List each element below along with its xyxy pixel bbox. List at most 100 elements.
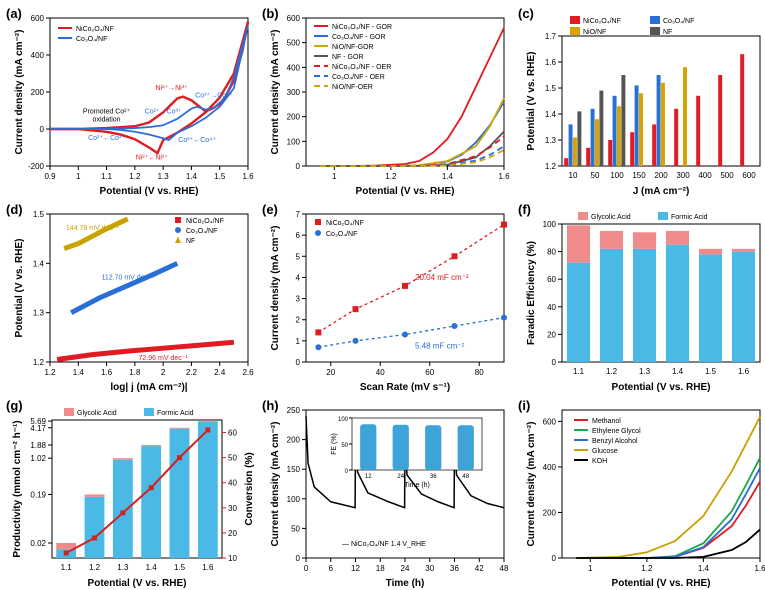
svg-text:NiCo₂O₄/NF: NiCo₂O₄/NF [326,220,364,227]
svg-text:2: 2 [296,316,301,325]
svg-text:Potential (V vs. RHE): Potential (V vs. RHE) [100,186,199,196]
svg-text:400: 400 [543,463,557,472]
svg-text:1.4: 1.4 [73,368,85,377]
svg-text:0: 0 [552,554,557,563]
svg-text:NiO/NF-GOR: NiO/NF-GOR [332,44,374,51]
svg-text:400: 400 [31,51,45,60]
svg-text:1.6: 1.6 [545,58,557,67]
svg-text:NF - GOR: NF - GOR [332,54,364,61]
svg-text:6: 6 [296,231,301,240]
svg-text:Potential (V vs. RHE): Potential (V vs. RHE) [88,578,187,588]
svg-text:40: 40 [228,479,237,488]
panel-d-svg: 1.21.41.61.822.22.42.61.21.31.41.5log| j… [6,202,256,392]
svg-text:48: 48 [462,474,469,480]
svg-text:— NiCo₂O₄/NF 1.4 V_RHE: — NiCo₂O₄/NF 1.4 V_RHE [342,541,426,548]
panel-i-svg: 11.21.41.60200400600Potential (V vs. RHE… [518,398,765,588]
svg-text:0: 0 [345,469,349,475]
svg-text:2.6: 2.6 [242,368,254,377]
svg-text:Faradic Efficiency (%): Faradic Efficiency (%) [526,241,537,345]
svg-text:5.48 mF cm⁻²: 5.48 mF cm⁻² [415,342,464,351]
svg-text:Current density (mA cm⁻²): Current density (mA cm⁻²) [270,422,281,547]
svg-text:150: 150 [287,465,301,474]
svg-text:1.4: 1.4 [698,564,710,573]
svg-text:60: 60 [425,368,434,377]
svg-text:1.3: 1.3 [117,563,129,572]
svg-text:112.70 mV dec⁻¹: 112.70 mV dec⁻¹ [101,275,154,282]
svg-text:1.2: 1.2 [385,172,397,181]
svg-text:200: 200 [654,171,668,180]
panel-g: (g) 0.020.191.021.884.175.69102030405060… [4,396,258,590]
panel-a-label: (a) [6,6,22,21]
panel-d-label: (d) [6,202,23,217]
svg-text:NiCo₂O₄/NF: NiCo₂O₄/NF [583,18,621,25]
svg-text:150: 150 [632,171,646,180]
svg-text:2: 2 [161,368,166,377]
svg-text:50: 50 [591,171,600,180]
svg-text:NF: NF [663,29,672,36]
svg-text:Current density (mA cm⁻²): Current density (mA cm⁻²) [270,226,281,351]
svg-text:NiCo₂O₄/NF: NiCo₂O₄/NF [186,218,224,225]
svg-text:NF: NF [186,238,195,245]
svg-text:1.5: 1.5 [545,84,557,93]
svg-text:1.2: 1.2 [545,162,557,171]
svg-text:1.3: 1.3 [158,172,170,181]
svg-text:300: 300 [287,88,301,97]
svg-text:1.2: 1.2 [606,367,618,376]
svg-text:Potential (V vs. RHE): Potential (V vs. RHE) [526,52,537,151]
panel-e-label: (e) [262,202,278,217]
svg-text:1.4: 1.4 [545,110,557,119]
panel-i: (i) 11.21.41.60200400600Potential (V vs.… [516,396,765,590]
svg-text:24: 24 [397,474,404,480]
svg-text:600: 600 [742,171,756,180]
svg-text:1.1: 1.1 [101,172,113,181]
svg-text:Co³⁺→Co⁴⁺: Co³⁺→Co⁴⁺ [195,93,233,100]
svg-text:200: 200 [31,88,45,97]
svg-text:1.3: 1.3 [545,136,557,145]
svg-text:10: 10 [228,554,237,563]
svg-text:Co₃O₄/NF - OER: Co₃O₄/NF - OER [332,74,385,81]
svg-text:10: 10 [569,171,578,180]
svg-text:NiO/NF: NiO/NF [583,29,606,36]
svg-text:1.2: 1.2 [33,358,45,367]
svg-text:Co²⁺←Co³⁺: Co²⁺←Co³⁺ [88,135,125,142]
svg-text:1.2: 1.2 [44,368,56,377]
svg-text:Current density (mA cm⁻²): Current density (mA cm⁻²) [270,30,281,155]
svg-text:1.5: 1.5 [705,367,717,376]
svg-text:1.5: 1.5 [214,172,226,181]
svg-text:200: 200 [543,508,557,517]
panel-e: (e) 2040608001234567Scan Rate (mV s⁻¹)Cu… [260,200,514,394]
svg-text:50: 50 [341,443,348,449]
svg-text:Potential (V vs. RHE): Potential (V vs. RHE) [14,239,25,338]
svg-text:144.78 mV dec⁻¹: 144.78 mV dec⁻¹ [66,225,120,232]
panel-a-svg: 0.911.11.21.31.41.51.6-2000200400600Pote… [6,6,256,196]
svg-text:1.4: 1.4 [672,367,684,376]
svg-text:1.2: 1.2 [89,563,101,572]
svg-text:1.88: 1.88 [30,441,46,450]
svg-text:0.02: 0.02 [30,539,46,548]
svg-text:100: 100 [338,417,349,423]
svg-text:1.2: 1.2 [129,172,141,181]
svg-text:36: 36 [450,564,459,573]
svg-text:60: 60 [547,275,556,284]
svg-text:log| j (mA cm⁻²)|: log| j (mA cm⁻²)| [110,382,187,392]
svg-text:250: 250 [287,406,301,415]
svg-text:2.4: 2.4 [214,368,226,377]
panel-i-label: (i) [518,398,530,413]
svg-text:12: 12 [365,474,372,480]
svg-text:1.6: 1.6 [202,563,214,572]
svg-text:0: 0 [296,554,301,563]
svg-text:12: 12 [351,564,360,573]
svg-text:600: 600 [543,417,557,426]
svg-text:Glycolic Acid: Glycolic Acid [77,410,117,417]
svg-text:J (mA cm⁻²): J (mA cm⁻²) [633,186,690,196]
svg-text:Benzyl Alcohol: Benzyl Alcohol [592,438,638,445]
svg-text:1.2: 1.2 [641,564,653,573]
svg-text:72.96 mV dec⁻¹: 72.96 mV dec⁻¹ [139,355,189,362]
svg-text:100: 100 [610,171,624,180]
svg-text:300: 300 [676,171,690,180]
svg-text:30: 30 [425,564,434,573]
svg-text:50: 50 [228,454,237,463]
svg-text:200: 200 [287,113,301,122]
svg-text:1.6: 1.6 [101,368,113,377]
svg-text:1.6: 1.6 [498,172,510,181]
